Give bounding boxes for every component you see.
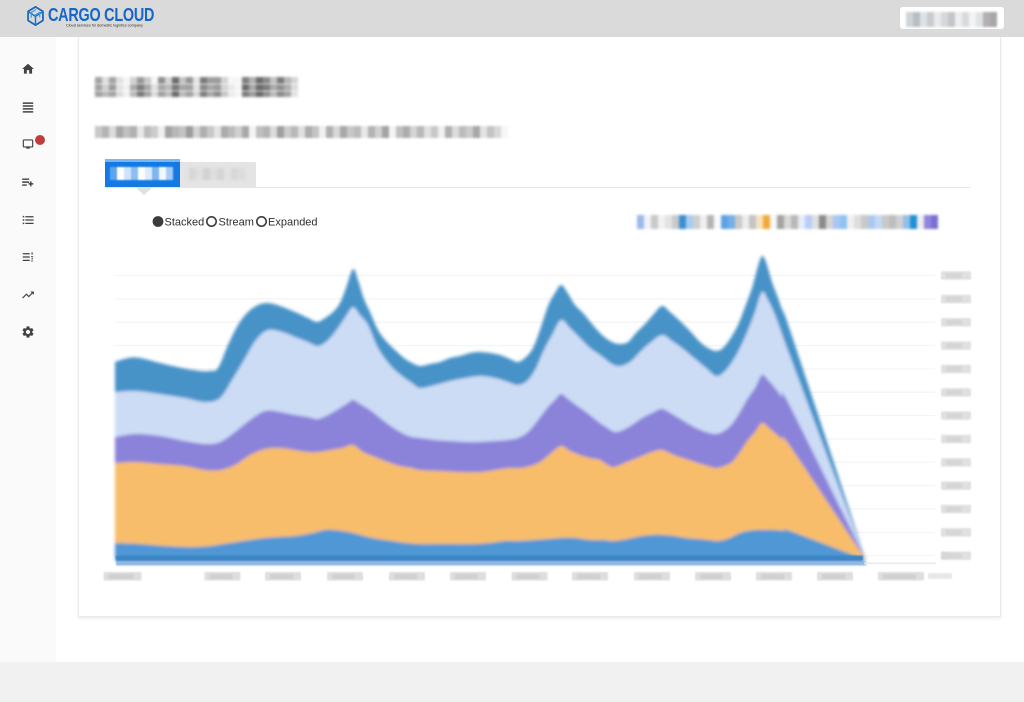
svg-text:Expanded: Expanded bbox=[268, 216, 318, 228]
svg-text:Stacked: Stacked bbox=[165, 216, 205, 228]
svg-text:Stream: Stream bbox=[219, 216, 254, 228]
